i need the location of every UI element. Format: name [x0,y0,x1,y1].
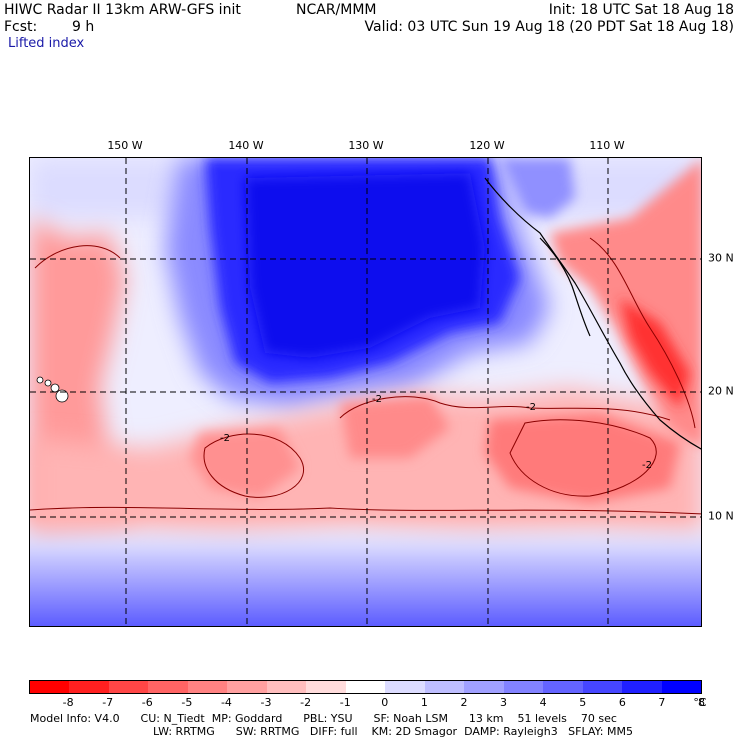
baja-coast [539,237,591,337]
colorbar-swatch [306,681,346,693]
south-stable [30,518,701,626]
lon-label-110w: 110 W [589,139,625,152]
colorbar-swatch [503,681,544,693]
colorbar-swatch [69,681,109,693]
hawaiian-islands [36,376,69,403]
model-info-line1: Model Info: V4.0 CU: N_Tiedt MP: Goddard… [30,712,617,725]
colorbar-tick-label: 4 [539,696,547,709]
lat-label-10n: 10 N [708,509,734,523]
lat-label-20n: 20 N [708,384,734,398]
forecast-label: Fcst: [4,19,38,35]
lifted-index-map: -2 -2 -2 -2 [29,157,702,627]
lat-label-30n: 30 N [708,251,734,265]
colorbar-swatch [187,681,228,693]
lon-label-130w: 130 W [348,139,384,152]
colorbar-tick-label: -4 [220,696,232,709]
colorbar-swatch [661,681,701,693]
contour-label: -2 [372,394,382,405]
map-canvas: -2 -2 -2 -2 [30,158,701,626]
colorbar-tick-label: 2 [460,696,468,709]
stable-region-max [245,173,485,358]
contour-label: -2 [526,402,536,413]
contour-label: -2 [220,433,230,444]
colorbar [29,680,702,694]
colorbar-swatch [266,681,307,693]
init-time: Init: 18 UTC Sat 18 Aug 18 [548,2,734,18]
colorbar-swatch [622,681,662,693]
coastal-blue [500,158,575,218]
colorbar-tick-label: -2 [300,696,312,709]
colorbar-tick-label: -8 [62,696,74,709]
organization-label: NCAR/MMM [296,2,377,18]
colorbar-tick-label: 7 [658,696,666,709]
graticule [30,158,701,626]
contour-lines [30,237,701,515]
unstable-swirl [190,428,300,498]
colorbar-swatch [345,681,386,693]
colorbar-tick-label: -1 [339,696,351,709]
contour-label: -2 [642,460,652,471]
colorbar-tick-label: -3 [260,696,272,709]
colorbar-tick-label: 3 [500,696,508,709]
coastline [484,177,701,450]
field-name: Lifted index [8,36,85,51]
valid-time: Valid: 03 UTC Sun 19 Aug 18 (20 PDT Sat … [364,19,734,35]
colorbar-swatch [148,681,188,693]
plot-title: HIWC Radar II 13km ARW-GFS init [4,2,241,18]
colorbar-swatch [424,681,465,693]
colorbar-tick-label: 5 [579,696,587,709]
colorbar-swatch [582,681,623,693]
colorbar-tick-label: -5 [181,696,193,709]
colorbar-swatch [543,681,583,693]
colorbar-swatch [108,681,149,693]
mexico-coast-max [620,298,690,408]
forecast-hour: 9 h [72,19,95,35]
lon-label-140w: 140 W [228,139,264,152]
model-info-line2: LW: RRTMG SW: RRTMG DIFF: full KM: 2D Sm… [153,725,633,738]
unstable-cell-east [485,413,680,503]
colorbar-swatch [385,681,425,693]
colorbar-tick-label: -6 [141,696,153,709]
lon-label-120w: 120 W [469,139,505,152]
colorbar-tick-label: -7 [102,696,114,709]
colorbar-swatch [227,681,267,693]
lon-label-150w: 150 W [107,139,143,152]
colorbar-tick-label: 1 [420,696,428,709]
colorbar-unit: °C [693,696,707,709]
colorbar-tick-label: 6 [618,696,626,709]
colorbar-tick-label: 8 [698,696,705,709]
colorbar-swatch [464,681,504,693]
colorbar-swatch [30,681,70,693]
colorbar-tick-label: 0 [381,696,389,709]
